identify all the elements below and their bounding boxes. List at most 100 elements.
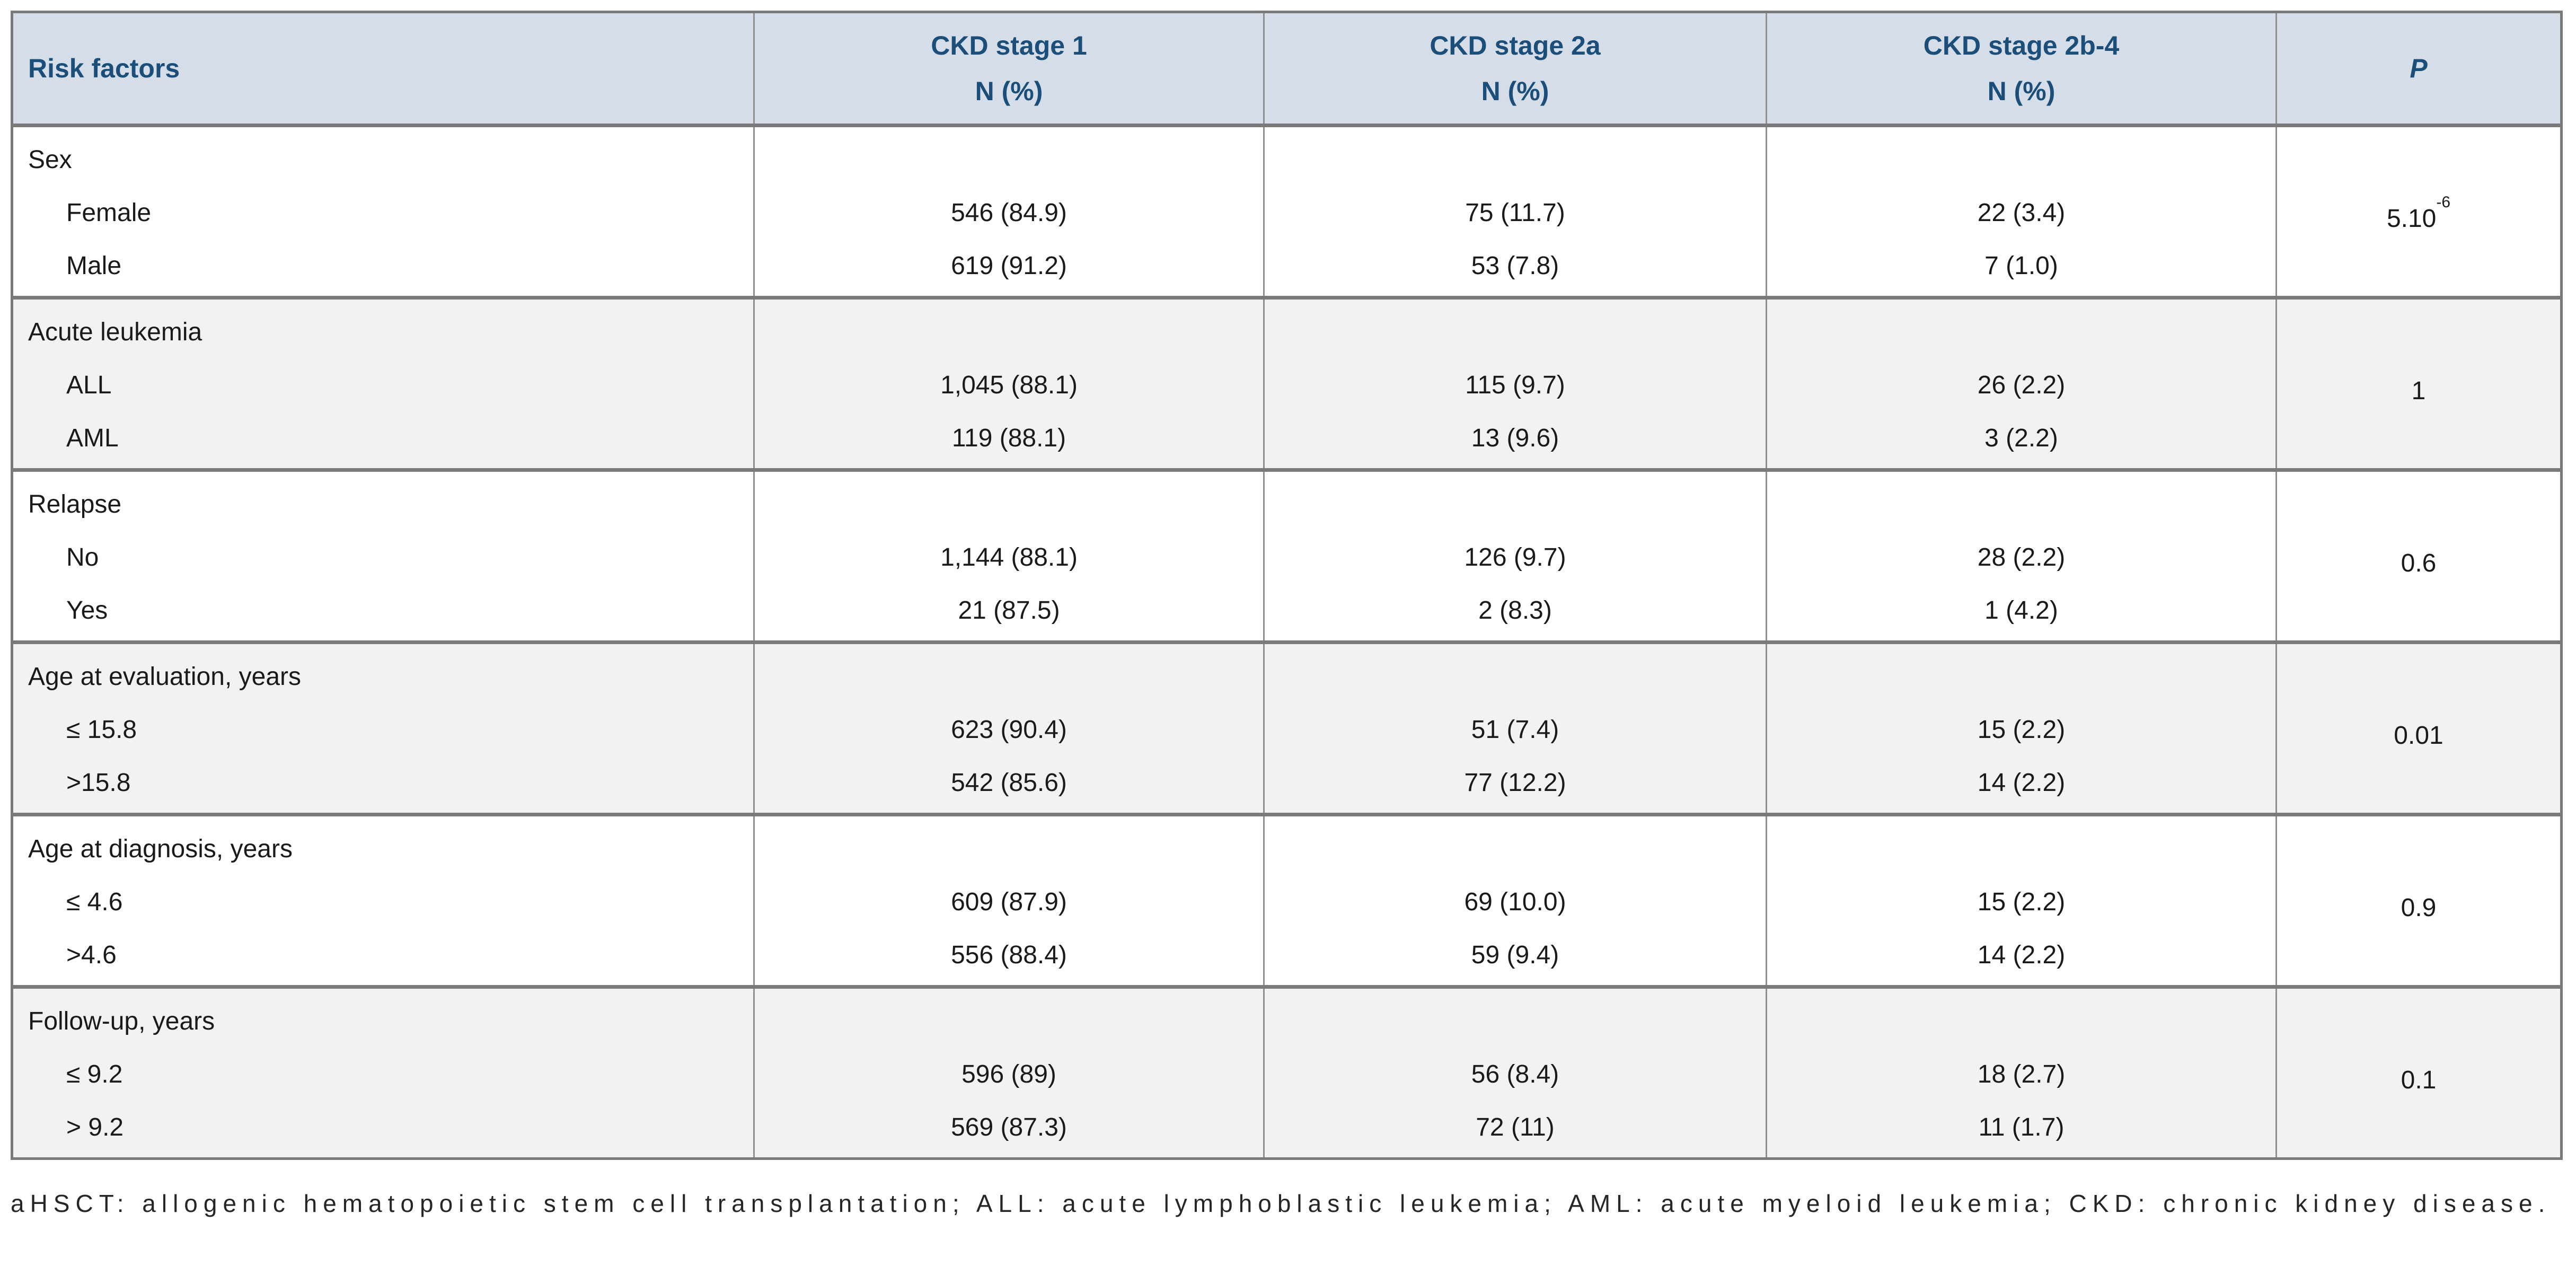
group-row-follow-up: Follow-up, years ≤ 9.2 > 9.2 596 (89) 56… bbox=[11, 985, 2562, 1159]
value-ckd1: 21 (87.5) bbox=[958, 596, 1060, 625]
subrow-label: >4.6 bbox=[66, 941, 117, 969]
col-header-ckd2b4-title: CKD stage 2b-4 bbox=[1923, 31, 2120, 60]
value-ckd2a: 126 (9.7) bbox=[1464, 543, 1566, 571]
value-ckd2b4: 11 (1.7) bbox=[1978, 1113, 2065, 1141]
cell-ckd2a: 51 (7.4) 77 (12.2) bbox=[1263, 640, 1767, 815]
p-value: 0.9 bbox=[2401, 894, 2437, 922]
group-label: Age at evaluation, years bbox=[28, 663, 301, 691]
value-ckd2a: 51 (7.4) bbox=[1471, 716, 1559, 744]
group-row-age-at-diagnosis: Age at diagnosis, years ≤ 4.6 >4.6 609 (… bbox=[11, 813, 2562, 987]
header-row: Risk factors CKD stage 1 N (%) CKD stage… bbox=[11, 12, 2562, 127]
subrow-label: AML bbox=[66, 424, 119, 452]
value-ckd1: 596 (89) bbox=[961, 1060, 1056, 1088]
value-ckd2b4: 26 (2.2) bbox=[1977, 371, 2066, 399]
cell-labels: Relapse No Yes bbox=[11, 468, 755, 643]
cell-ckd2b4: 15 (2.2) 14 (2.2) bbox=[1766, 813, 2277, 987]
col-header-ckd2a-title: CKD stage 2a bbox=[1430, 31, 1601, 60]
cell-ckd2a: 75 (11.7) 53 (7.8) bbox=[1263, 124, 1767, 298]
p-value: 0.01 bbox=[2394, 722, 2443, 750]
p-value: 5.10 bbox=[2386, 205, 2437, 233]
group-row-age-at-evaluation: Age at evaluation, years ≤ 15.8 >15.8 62… bbox=[11, 640, 2562, 815]
value-ckd2b4: 14 (2.2) bbox=[1977, 769, 2066, 797]
p-value-exponent: -6 bbox=[2436, 194, 2451, 211]
cell-p-value: 0.6 bbox=[2275, 468, 2562, 643]
cell-p-value: 0.1 bbox=[2275, 985, 2562, 1159]
value-ckd1: 609 (87.9) bbox=[951, 888, 1067, 916]
group-label: Acute leukemia bbox=[28, 318, 202, 346]
cell-ckd2b4: 28 (2.2) 1 (4.2) bbox=[1766, 468, 2277, 643]
value-ckd2b4: 15 (2.2) bbox=[1977, 888, 2066, 916]
value-ckd1: 569 (87.3) bbox=[951, 1113, 1067, 1141]
group-row-relapse: Relapse No Yes 1,144 (88.1) 21 (87.5) 12… bbox=[11, 468, 2562, 643]
cell-p-value: 1 bbox=[2275, 296, 2562, 470]
subrow-label: >15.8 bbox=[66, 769, 131, 797]
cell-labels: Age at evaluation, years ≤ 15.8 >15.8 bbox=[11, 640, 755, 815]
cell-p-value: 0.9 bbox=[2275, 813, 2562, 987]
subrow-label: Yes bbox=[66, 596, 108, 625]
subrow-label: No bbox=[66, 543, 99, 571]
value-ckd2a: 75 (11.7) bbox=[1465, 199, 1565, 227]
col-header-p-label: P bbox=[2410, 54, 2428, 83]
col-header-ckd2a-sub: N (%) bbox=[1481, 76, 1549, 106]
value-ckd2a: 56 (8.4) bbox=[1471, 1060, 1559, 1088]
p-value: 0.6 bbox=[2401, 549, 2437, 577]
value-ckd2b4: 3 (2.2) bbox=[1984, 424, 2058, 452]
col-header-ckd2b4-sub: N (%) bbox=[1987, 76, 2055, 106]
value-ckd1: 1,045 (88.1) bbox=[940, 371, 1078, 399]
value-ckd1: 619 (91.2) bbox=[951, 252, 1067, 280]
value-ckd2b4: 22 (3.4) bbox=[1977, 199, 2066, 227]
value-ckd2b4: 15 (2.2) bbox=[1977, 716, 2066, 744]
subrow-label: Female bbox=[66, 199, 152, 227]
cell-ckd2b4: 15 (2.2) 14 (2.2) bbox=[1766, 640, 2277, 815]
cell-ckd1: 609 (87.9) 556 (88.4) bbox=[753, 813, 1265, 987]
value-ckd2a: 77 (12.2) bbox=[1464, 769, 1566, 797]
value-ckd1: 542 (85.6) bbox=[951, 769, 1067, 797]
value-ckd2b4: 7 (1.0) bbox=[1984, 252, 2058, 280]
subrow-label: ALL bbox=[66, 371, 112, 399]
value-ckd2a: 69 (10.0) bbox=[1464, 888, 1566, 916]
col-header-ckd-stage-2a: CKD stage 2a N (%) bbox=[1263, 12, 1767, 127]
subrow-label: Male bbox=[66, 252, 122, 280]
value-ckd2a: 53 (7.8) bbox=[1471, 252, 1559, 280]
value-ckd2b4: 14 (2.2) bbox=[1977, 941, 2066, 969]
cell-ckd2a: 56 (8.4) 72 (11) bbox=[1263, 985, 1767, 1159]
value-ckd2b4: 1 (4.2) bbox=[1984, 596, 2058, 625]
p-value: 0.1 bbox=[2401, 1066, 2437, 1094]
value-ckd2a: 59 (9.4) bbox=[1471, 941, 1559, 969]
group-row-acute-leukemia: Acute leukemia ALL AML 1,045 (88.1) 119 … bbox=[11, 296, 2562, 470]
value-ckd1: 1,144 (88.1) bbox=[940, 543, 1078, 571]
group-label: Relapse bbox=[28, 490, 122, 518]
cell-p-value: 5.10-6 bbox=[2275, 124, 2562, 298]
table-footnote: aHSCT: allogenic hematopoietic stem cell… bbox=[11, 1190, 2551, 1217]
value-ckd1: 546 (84.9) bbox=[951, 199, 1067, 227]
value-ckd1: 119 (88.1) bbox=[951, 424, 1066, 452]
group-label: Follow-up, years bbox=[28, 1007, 215, 1035]
subrow-label: > 9.2 bbox=[66, 1113, 124, 1141]
group-row-sex: Sex Female Male 546 (84.9) 619 (91.2) 75… bbox=[11, 124, 2562, 298]
cell-ckd2a: 126 (9.7) 2 (8.3) bbox=[1263, 468, 1767, 643]
cell-ckd1: 1,045 (88.1) 119 (88.1) bbox=[753, 296, 1265, 470]
cell-ckd2a: 115 (9.7) 13 (9.6) bbox=[1263, 296, 1767, 470]
cell-ckd2b4: 18 (2.7) 11 (1.7) bbox=[1766, 985, 2277, 1159]
subrow-label: ≤ 15.8 bbox=[66, 716, 137, 744]
col-header-ckd-stage-1: CKD stage 1 N (%) bbox=[753, 12, 1265, 127]
cell-labels: Acute leukemia ALL AML bbox=[11, 296, 755, 470]
col-header-ckd1-title: CKD stage 1 bbox=[931, 31, 1087, 60]
value-ckd2a: 13 (9.6) bbox=[1471, 424, 1559, 452]
cell-ckd1: 1,144 (88.1) 21 (87.5) bbox=[753, 468, 1265, 643]
col-header-risk-factors: Risk factors bbox=[11, 12, 755, 127]
col-header-p-value: P bbox=[2275, 12, 2562, 127]
col-header-ckd1-sub: N (%) bbox=[975, 76, 1043, 106]
cell-labels: Follow-up, years ≤ 9.2 > 9.2 bbox=[11, 985, 755, 1159]
value-ckd2a: 115 (9.7) bbox=[1465, 371, 1565, 399]
cell-ckd2b4: 22 (3.4) 7 (1.0) bbox=[1766, 124, 2277, 298]
cell-labels: Age at diagnosis, years ≤ 4.6 >4.6 bbox=[11, 813, 755, 987]
value-ckd1: 556 (88.4) bbox=[951, 941, 1067, 969]
risk-factors-table: Risk factors CKD stage 1 N (%) CKD stage… bbox=[11, 11, 2563, 1160]
col-header-risk-factors-label: Risk factors bbox=[28, 54, 180, 83]
p-value: 1 bbox=[2411, 377, 2426, 405]
value-ckd2b4: 28 (2.2) bbox=[1977, 543, 2066, 571]
value-ckd2b4: 18 (2.7) bbox=[1977, 1060, 2066, 1088]
cell-p-value: 0.01 bbox=[2275, 640, 2562, 815]
